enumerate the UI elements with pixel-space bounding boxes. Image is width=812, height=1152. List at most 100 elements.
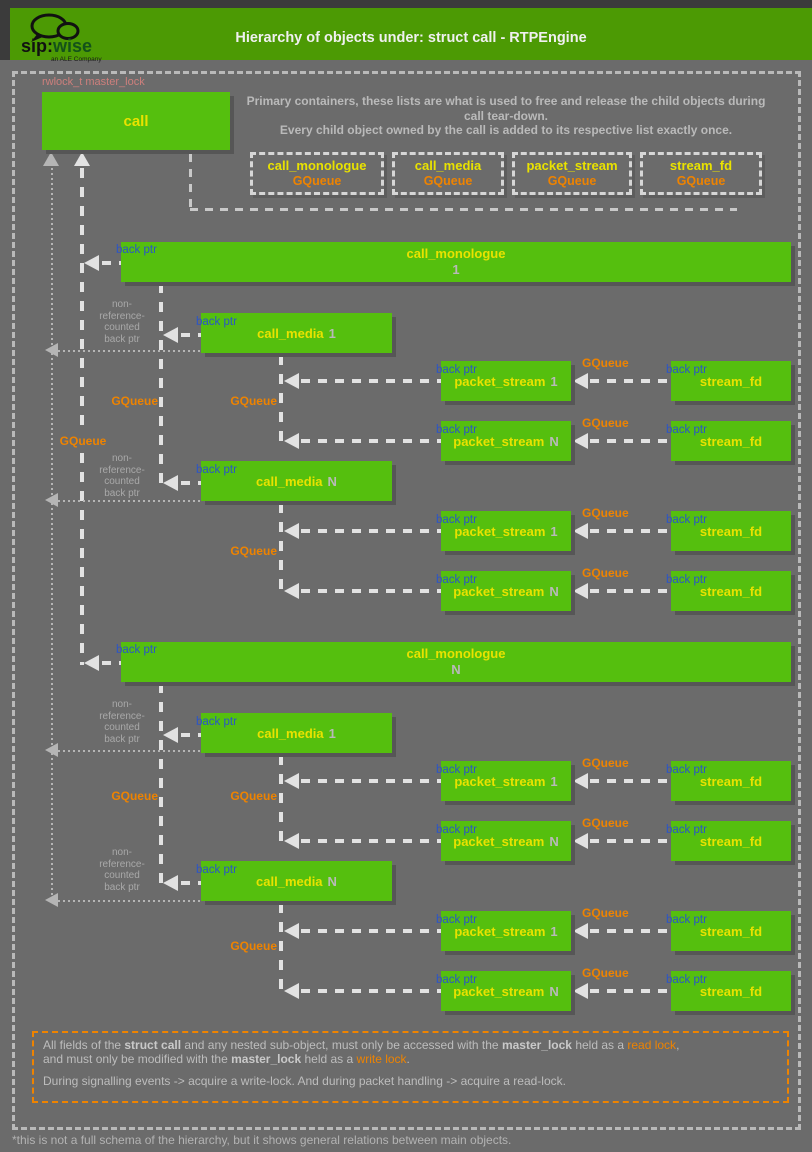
node-label: stream_fd — [699, 373, 763, 389]
node-stream-fd: stream_fd — [671, 911, 791, 951]
node-label: packet_stream — [453, 583, 545, 599]
arrow-left-icon — [573, 373, 588, 389]
node-label: call_media — [256, 473, 323, 489]
arrow-left-icon — [84, 655, 99, 671]
back-ptr-arrow — [301, 839, 441, 843]
queue-box-call-media: call_media GQueue — [392, 152, 504, 195]
logo-tagline: an ALE Company — [51, 56, 102, 63]
queue-name: stream_fd — [669, 158, 733, 173]
note-line-1: All fields of the struct call and any ne… — [43, 1038, 680, 1052]
node-label: stream_fd — [699, 923, 763, 939]
arrow-left-icon — [573, 523, 588, 539]
queue-type: GQueue — [292, 174, 342, 188]
node-packet-stream-n: packet_stream N — [441, 571, 571, 611]
back-ptr-label: back ptr — [666, 824, 707, 836]
note-line-3: During signalling events -> acquire a wr… — [43, 1074, 566, 1088]
back-ptr-label: back ptr — [196, 464, 237, 476]
back-ptr-label: back ptr — [436, 574, 477, 586]
back-ptr-arrow — [590, 839, 671, 843]
back-ptr-arrow — [590, 929, 671, 933]
node-call-media-1: call_media 1 — [201, 713, 392, 753]
gqueue-label: GQueue — [230, 939, 277, 953]
stream-gqueue-line — [279, 903, 283, 993]
master-lock-label: rwlock_t master_lock — [42, 76, 145, 88]
speech-bubble-small-icon — [56, 22, 80, 40]
gqueue-label: GQueue — [582, 816, 629, 830]
queue-name: call_monologue — [267, 158, 367, 173]
queue-type: GQueue — [547, 174, 597, 188]
arrow-left-icon — [573, 773, 588, 789]
back-ptr-label: back ptr — [196, 716, 237, 728]
gqueue-label: GQueue — [582, 966, 629, 980]
node-index: 1 — [550, 523, 558, 539]
node-stream-fd: stream_fd — [671, 361, 791, 401]
arrow-left-icon — [573, 833, 588, 849]
locking-note: All fields of the struct call and any ne… — [32, 1031, 789, 1103]
arrow-left-icon — [573, 583, 588, 599]
gqueue-label: GQueue — [582, 756, 629, 770]
back-ptr-arrow — [590, 529, 671, 533]
back-ptr-arrow — [590, 989, 671, 993]
sipwise-logo: sip:wise an ALE Company — [21, 13, 102, 63]
arrow-left-icon — [573, 983, 588, 999]
node-index: 1 — [328, 325, 336, 341]
queue-box-stream-fd: stream_fd GQueue — [640, 152, 762, 195]
node-index: N — [549, 983, 559, 999]
back-ptr-arrow — [181, 881, 201, 885]
gqueue-label: GQueue — [582, 416, 629, 430]
non-ref-back-ptr-line — [58, 900, 201, 902]
gqueue-label: GQueue — [230, 544, 277, 558]
node-label: call_monologue — [406, 646, 506, 661]
arrow-left-icon — [573, 433, 588, 449]
back-ptr-label: back ptr — [666, 914, 707, 926]
node-index: N — [451, 662, 461, 677]
speech-bubble-tail-icon — [31, 33, 45, 42]
node-stream-fd: stream_fd — [671, 971, 791, 1011]
gqueue-label: GQueue — [58, 434, 108, 448]
arrow-left-icon — [284, 773, 299, 789]
queue-box-call-monologue: call_monologue GQueue — [250, 152, 384, 195]
page-title: Hierarchy of objects under: struct call … — [235, 30, 587, 46]
gqueue-label: GQueue — [230, 789, 277, 803]
arrow-left-icon — [45, 743, 58, 757]
back-ptr-arrow — [102, 261, 121, 265]
queue-box-packet-stream: packet_stream GQueue — [512, 152, 632, 195]
node-stream-fd: stream_fd — [671, 421, 791, 461]
back-ptr-label: back ptr — [436, 364, 477, 376]
back-ptr-label: back ptr — [436, 514, 477, 526]
back-ptr-arrow — [301, 779, 441, 783]
arrow-left-icon — [284, 433, 299, 449]
non-ref-back-ptr-line — [51, 168, 53, 903]
node-label: packet_stream — [454, 373, 546, 389]
non-ref-back-ptr-line — [58, 350, 201, 352]
back-ptr-label: back ptr — [436, 914, 477, 926]
node-packet-stream-n: packet_stream N — [441, 971, 571, 1011]
arrow-left-icon — [284, 583, 299, 599]
queue-name: packet_stream — [526, 158, 618, 173]
arrow-left-icon — [84, 255, 99, 271]
node-label: stream_fd — [699, 983, 763, 999]
node-call: call — [42, 92, 230, 150]
node-packet-stream-1: packet_stream 1 — [441, 911, 571, 951]
node-index: N — [549, 433, 559, 449]
footnote: *this is not a full schema of the hierar… — [12, 1133, 512, 1147]
back-ptr-label: back ptr — [666, 514, 707, 526]
node-packet-stream-1: packet_stream 1 — [441, 361, 571, 401]
back-ptr-arrow — [301, 379, 441, 383]
gqueue-label: GQueue — [111, 789, 158, 803]
node-label: stream_fd — [699, 523, 763, 539]
node-label: packet_stream — [453, 983, 545, 999]
arrow-up-icon — [74, 152, 90, 166]
back-ptr-label: back ptr — [666, 764, 707, 776]
node-packet-stream-1: packet_stream 1 — [441, 511, 571, 551]
node-stream-fd: stream_fd — [671, 761, 791, 801]
node-call-monologue-n: call_monologue N — [121, 642, 791, 682]
back-ptr-label: back ptr — [436, 424, 477, 436]
back-ptr-label: back ptr — [116, 644, 157, 656]
media-gqueue-line — [159, 683, 163, 883]
node-stream-fd: stream_fd — [671, 571, 791, 611]
arrow-left-icon — [163, 475, 178, 491]
node-label: stream_fd — [699, 433, 763, 449]
arrow-left-icon — [284, 523, 299, 539]
